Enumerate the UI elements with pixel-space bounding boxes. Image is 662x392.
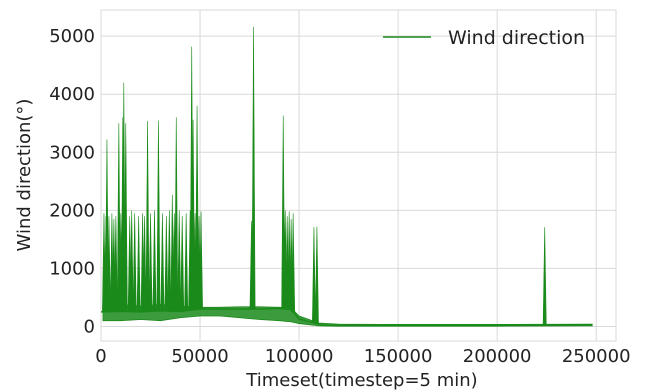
series-spike [132, 213, 137, 313]
x-tick-label: 150000 [364, 346, 433, 367]
series-spike [164, 216, 169, 312]
series-spike [291, 213, 296, 313]
x-tick-label: 0 [95, 346, 106, 367]
y-tick-label: 1000 [49, 258, 95, 279]
y-tick-label: 0 [84, 316, 95, 337]
series-spike [180, 216, 185, 312]
series-spike [281, 115, 286, 310]
series-spike [152, 210, 157, 312]
series-spike [148, 213, 153, 312]
series-spike [177, 210, 182, 312]
series-spike [105, 139, 109, 313]
series-spike [160, 213, 165, 312]
series-spike [107, 216, 111, 313]
legend: Wind direction [383, 27, 585, 49]
y-tick-label: 2000 [49, 200, 95, 221]
series-spike [184, 213, 189, 311]
y-tick-label: 4000 [49, 84, 95, 105]
series-layer [100, 26, 593, 327]
series-spike [314, 226, 319, 324]
y-tick-label: 5000 [49, 26, 95, 47]
x-tick-label: 250000 [562, 346, 631, 367]
series-spike [191, 119, 196, 311]
series-spike [167, 210, 172, 312]
series-spike [129, 210, 134, 313]
series-spike [136, 216, 141, 313]
series-spike [542, 227, 547, 326]
x-tick-label: 200000 [463, 346, 532, 367]
series-spike [113, 216, 118, 312]
series-noise-band [102, 304, 593, 327]
y-axis-title: Wind direction(°) [14, 99, 35, 252]
x-tick-label: 50000 [171, 346, 228, 367]
legend-label-wind-direction: Wind direction [448, 27, 585, 49]
series-spike [116, 123, 121, 312]
series-spike [156, 120, 161, 312]
x-axis-title: Timeset(timestep=5 min) [245, 370, 477, 391]
series-spike [199, 211, 203, 310]
y-tick-labels: 0 1000 2000 3000 4000 5000 [49, 26, 95, 337]
series-spike [142, 216, 147, 313]
y-tick-label: 3000 [49, 142, 95, 163]
series-spike [312, 227, 316, 324]
series-spike [145, 120, 150, 312]
series-spike [195, 105, 199, 310]
x-tick-labels: 0 50000 100000 150000 200000 250000 [95, 346, 630, 367]
series-spike [123, 123, 128, 312]
series-spike [174, 117, 179, 312]
x-tick-label: 100000 [265, 346, 334, 367]
series-spike [251, 26, 256, 310]
